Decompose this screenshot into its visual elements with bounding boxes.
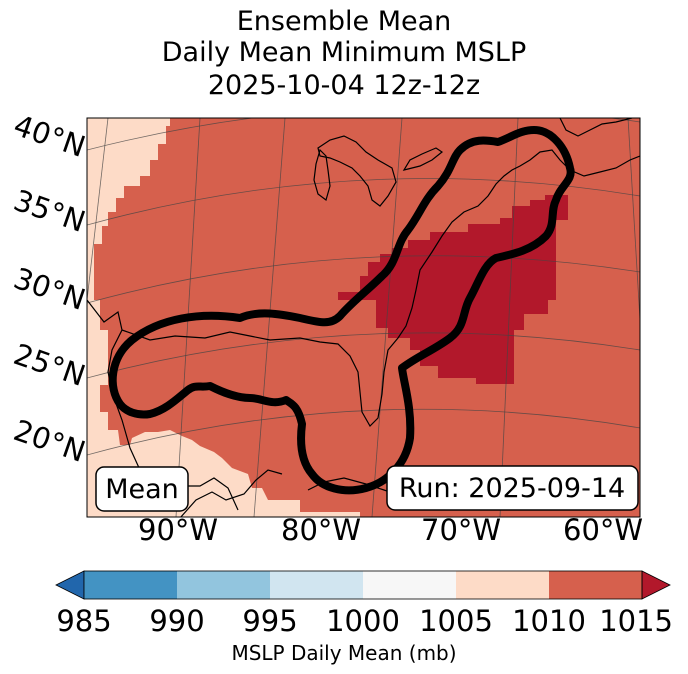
gulf-coast [87,299,239,511]
mean-badge: Mean [105,474,179,505]
colorbar-tick-1010: 1010 [512,604,586,638]
lon-label-70w: 70°W [421,513,502,547]
northern-gulf-coast [121,149,640,427]
lake-michigan [313,148,331,202]
colorbar-tick-1015: 1015 [599,604,674,638]
colorbar [55,570,671,600]
colorbar-seg-985-990 [84,571,177,599]
map-frame [86,117,641,518]
mean-badge-box [95,466,189,512]
colorbar-under-arrow [55,570,85,600]
lon-label-80w: 80°W [281,513,362,547]
lake-erie [402,147,444,171]
colorbar-seg-1005-1010 [456,571,549,599]
run-badge-box [386,465,639,511]
map-area [87,118,640,517]
run-badge: Run: 2025-09-14 [399,473,625,504]
colorbar-frame [83,570,643,600]
title-line-3: 2025-10-04 12z-12z [207,70,481,101]
title-line-1: Ensemble Mean [236,6,452,37]
lon-label-90w: 90°W [138,513,219,547]
canada-coast [559,118,633,137]
colorbar-tick-995: 995 [242,604,298,638]
colorbar-seg-1000-1005 [363,571,456,599]
colorbar-tick-1000: 1000 [326,604,400,638]
pressure-1010-1015-region [94,118,640,517]
great-lakes [317,135,397,207]
colorbar-tick-985: 985 [56,604,112,638]
pressure-above-1015-region [338,195,568,384]
colorbar-tick-990: 990 [149,604,205,638]
yucatan-coast [180,469,283,517]
colorbar-seg-1010-1015 [549,571,642,599]
lon-label-60w: 60°W [563,513,644,547]
colorbar-label: MSLP Daily Mean (mb) [231,641,457,665]
colorbar-over-arrow [641,570,671,600]
colorbar-seg-995-1000 [270,571,363,599]
title-line-2: Daily Mean Minimum MSLP [161,37,527,68]
colorbar-tick-1005: 1005 [419,604,493,638]
ensemble-contour [108,126,575,495]
colorbar-seg-990-995 [177,571,270,599]
